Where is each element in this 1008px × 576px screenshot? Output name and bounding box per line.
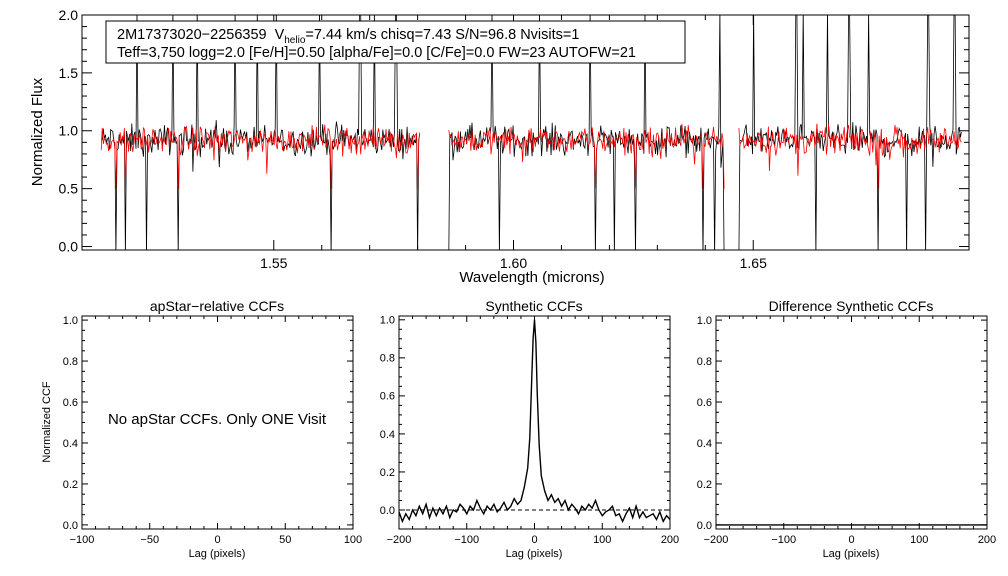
- info-box-line2: Teff=3,750 logg=2.0 [Fe/H]=0.50 [alpha/F…: [117, 45, 636, 61]
- v-label: V: [275, 27, 285, 43]
- info-box-line1: 2M17373020−2256359 Vhelio=7.44 km/s chisq…: [117, 27, 579, 46]
- apstar-ccf-xtick-label: 50: [279, 534, 291, 546]
- synthetic-ccf-ytick-label: 0.4: [380, 429, 395, 441]
- difference-ccf-ticks: −200 −100 0 100 200 0.0 0.2 0.4 0.6 0.8 1.0: [697, 315, 996, 546]
- apstar-ccf-ticks: −100 −50 0 50 100 0.0 0.2 0.4 0.6 0.8 1.0: [63, 315, 362, 546]
- difference-ccf-ytick-label: 0.0: [697, 520, 712, 532]
- star-id: 2M17373020−2256359: [117, 27, 267, 43]
- difference-ccf-xtick-label: 200: [978, 534, 996, 546]
- apstar-ccf-ytick-label: 0.2: [63, 479, 78, 491]
- apstar-ccf-ytick-label: 1.0: [63, 315, 78, 327]
- difference-ccf-xlabel: Lag (pixels): [823, 548, 880, 560]
- spectrum-xtick-label: 1.60: [500, 255, 527, 271]
- difference-ccf-ytick-label: 0.4: [697, 438, 712, 450]
- difference-ccf-ytick-label: 0.6: [697, 397, 712, 409]
- spectrum-panel: 1.55 1.60 1.65 0.0 0.5 1.0 1.5 2.0 Normalized F…: [29, 7, 970, 286]
- spectrum-ytick-label: 2.0: [59, 7, 79, 23]
- synthetic-ccf-xtick-label: −200: [387, 534, 412, 546]
- apstar-ccf-title: apStar−relative CCFs: [150, 298, 284, 314]
- spectrum-ytick-label: 1.0: [59, 123, 79, 139]
- info-line1-rest: =7.44 km/s chisq=7.43 S/N=96.8 Nvisits=1: [305, 27, 579, 43]
- apstar-ccf-xtick-label: 0: [214, 534, 220, 546]
- apstar-ccf-ytick-label: 0.6: [63, 397, 78, 409]
- apstar-ccf-xlabel: Lag (pixels): [189, 548, 246, 560]
- difference-ccf-ytick-label: 1.0: [697, 315, 712, 327]
- synthetic-ccf-line: [398, 319, 671, 524]
- synthetic-ccf-xtick-label: −100: [454, 534, 479, 546]
- spectrum-ytick-label: 0.5: [59, 181, 79, 197]
- difference-ccf-xtick-label: −200: [704, 534, 729, 546]
- apstar-ccf-ytick-label: 0.8: [63, 356, 78, 368]
- synthetic-ccf-plot-area: [398, 319, 671, 524]
- apstar-ccf-ylabel: Normalized CCF: [41, 381, 53, 463]
- difference-ccf-xtick-label: −100: [771, 534, 796, 546]
- difference-ccf-title: Difference Synthetic CCFs: [769, 298, 934, 314]
- difference-ccf-panel: Difference Synthetic CCFs −200 −100 0 100 20…: [697, 298, 996, 560]
- spectrum-xlabel: Wavelength (microns): [459, 269, 604, 286]
- synthetic-ccf-panel: Synthetic CCFs −200 −100 0 100 200 0.0 0.2 0.4 0…: [380, 298, 679, 560]
- info-box: 2M17373020−2256359 Vhelio=7.44 km/s chisq…: [105, 20, 686, 64]
- difference-ccf-xtick-label: 0: [848, 534, 854, 546]
- synthetic-ccf-xtick-label: 200: [661, 534, 679, 546]
- synthetic-ccf-ytick-label: 0.2: [380, 467, 395, 479]
- spectrum-xtick-label: 1.65: [740, 255, 767, 271]
- apstar-ccf-xtick-label: 100: [344, 534, 362, 546]
- spectrum-plot-area: [100, 15, 962, 250]
- difference-ccf-ytick-label: 0.2: [697, 479, 712, 491]
- difference-ccf-axes-frame: [715, 315, 988, 530]
- v-subscript: helio: [284, 35, 306, 46]
- synthetic-ccf-ticks: −200 −100 0 100 200 0.0 0.2 0.4 0.6 0.8 1.0: [380, 315, 679, 546]
- synthetic-ccf-title: Synthetic CCFs: [485, 298, 582, 314]
- synthetic-ccf-ytick-label: 1.0: [380, 315, 395, 327]
- difference-ccf-ytick-label: 0.8: [697, 356, 712, 368]
- spectrum-ylabel: Normalized Flux: [29, 77, 46, 186]
- apstar-ccf-ytick-label: 0.0: [63, 520, 78, 532]
- apstar-ccf-xtick-label: −50: [140, 534, 159, 546]
- spectrum-ticks: 1.55 1.60 1.65 0.0 0.5 1.0 1.5 2.0: [59, 7, 969, 271]
- difference-ccf-xtick-label: 100: [910, 534, 928, 546]
- synthetic-ccf-xtick-label: 100: [593, 534, 611, 546]
- apstar-ccf-ytick-label: 0.4: [63, 438, 78, 450]
- synthetic-ccf-xtick-label: 0: [531, 534, 537, 546]
- synthetic-ccf-ytick-label: 0.6: [380, 391, 395, 403]
- spectrum-series-model: [100, 123, 962, 189]
- spectrum-ytick-label: 1.5: [59, 65, 79, 81]
- spectrum-axes-frame: [81, 14, 970, 251]
- synthetic-ccf-ytick-label: 0.0: [380, 505, 395, 517]
- synthetic-ccf-ytick-label: 0.8: [380, 353, 395, 365]
- apstar-ccf-annotation: No apStar CCFs. Only ONE Visit: [108, 411, 327, 428]
- apstar-ccf-xtick-label: −100: [70, 534, 95, 546]
- synthetic-ccf-axes-frame: [398, 315, 671, 530]
- spectrum-xtick-label: 1.55: [260, 255, 287, 271]
- synthetic-ccf-xlabel: Lag (pixels): [506, 548, 563, 560]
- apstar-ccf-panel: apStar−relative CCFs −100 −50 0 50 100 0.0 0.2…: [41, 298, 362, 560]
- spectrum-ytick-label: 0.0: [59, 238, 79, 254]
